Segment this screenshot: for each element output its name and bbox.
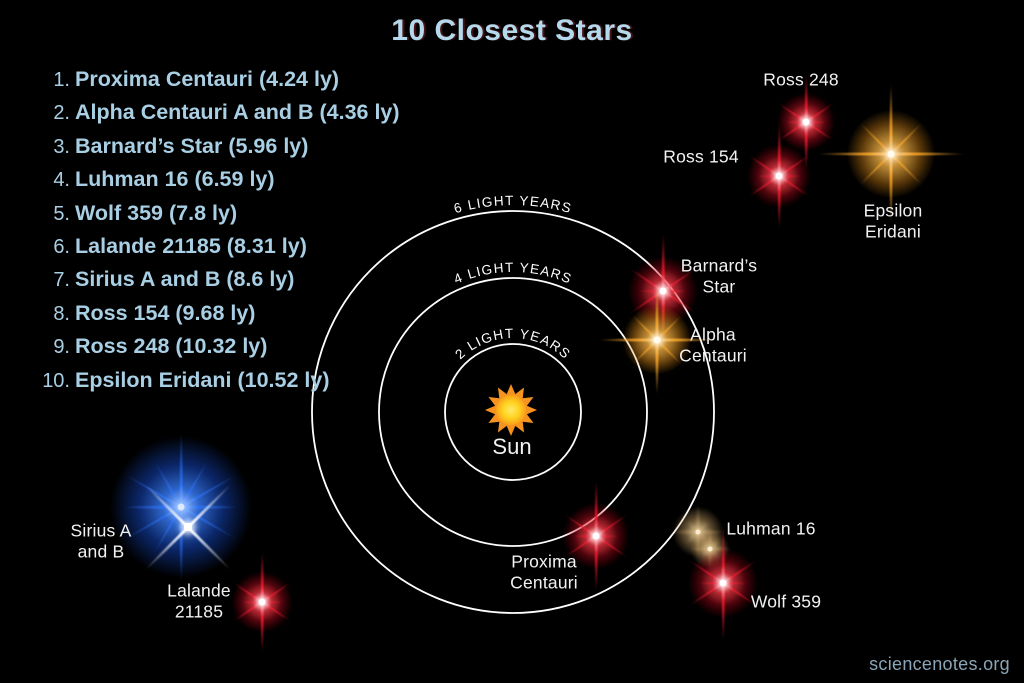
star-label-luhman-16-a: Luhman 16: [726, 518, 815, 539]
star-label-line: Alpha: [690, 324, 736, 345]
list-item-name: Barnard’s Star (5.96 ly): [75, 133, 309, 158]
star-core: [177, 503, 185, 511]
list-item: 5. Wolf 359 (7.8 ly): [24, 201, 400, 234]
star-label-line: Ross 248: [763, 69, 839, 90]
star-core: [719, 579, 727, 587]
sun-label: Sun: [492, 434, 532, 459]
star-label-proxima-centauri: Proxima Centauri: [510, 552, 578, 595]
list-item-number: 1.: [53, 69, 70, 91]
star-core: [802, 118, 810, 126]
list-item-name: Proxima Centauri (4.24 ly): [75, 67, 340, 91]
star-core: [775, 172, 783, 180]
page-title: 10 Closest Stars: [391, 14, 633, 47]
list-item-number: 10.: [42, 369, 70, 392]
ring-label: 4 LIGHT YEARS: [452, 260, 575, 287]
list-item-number: 7.: [53, 269, 70, 292]
star-label-lalande-21185: Lalande 21185: [167, 581, 231, 624]
ring-0: [444, 343, 582, 481]
list-item-name: Ross 154 (9.68 ly): [75, 300, 256, 325]
star-core: [592, 532, 600, 540]
star-cross-core: [184, 523, 192, 531]
star-core: [653, 336, 661, 344]
star-label-ross-248: Ross 248: [763, 69, 839, 90]
list-item: 1. Proxima Centauri (4.24 ly): [24, 67, 400, 100]
star-label-epsilon-eridani: Epsilon Eridani: [864, 201, 923, 244]
star-list: 1. Proxima Centauri (4.24 ly) 2. Alpha Cent…: [24, 67, 400, 401]
list-item-name: Alpha Centauri A and B (4.36 ly): [75, 100, 400, 125]
star-label-line: Sirius A: [70, 520, 132, 541]
list-item: 3. Barnard’s Star (5.96 ly): [24, 134, 400, 167]
star-label-wolf-359: Wolf 359: [751, 591, 821, 612]
list-item-number: 8.: [53, 302, 70, 325]
ring-2: [311, 210, 715, 614]
list-item: 2. Alpha Centauri A and B (4.36 ly): [24, 100, 400, 133]
star-label-line: Proxima: [511, 551, 577, 572]
star-label-line: and B: [77, 542, 125, 562]
star-label-line: Centauri: [510, 573, 578, 593]
star-label-line: Barnard’s: [680, 255, 758, 276]
list-item-number: 3.: [53, 135, 70, 158]
star-core: [707, 546, 713, 552]
star-label-line: Ross 154: [663, 146, 739, 167]
ring-label-text: 4 LIGHT YEARS: [452, 260, 573, 287]
list-item: 8. Ross 154 (9.68 ly): [24, 301, 400, 334]
star-label-line: Eridani: [865, 222, 921, 242]
list-item-number: 6.: [53, 235, 70, 258]
watermark: sciencenotes.org: [869, 654, 1010, 674]
star-label-line: Lalande: [167, 580, 231, 601]
star-core: [258, 598, 266, 606]
star-label-ross-154: Ross 154: [663, 146, 739, 167]
list-item: 6. Lalande 21185 (8.31 ly): [24, 234, 400, 267]
ring-label: 6 LIGHT YEARS: [452, 193, 574, 216]
list-item-name: Lalande 21185 (8.31 ly): [75, 233, 307, 258]
list-item-name: Epsilon Eridani (10.52 ly): [75, 367, 330, 392]
list-item-number: 9.: [53, 336, 70, 359]
list-item-name: Wolf 359 (7.8 ly): [75, 200, 238, 225]
list-item-name: Sirius A and B (8.6 ly): [75, 267, 295, 292]
list-item-number: 5.: [53, 202, 70, 225]
star-label-barnards-star: Barnard’s Star: [681, 256, 757, 299]
list-item: 9. Ross 248 (10.32 ly): [24, 334, 400, 367]
star-label-line: Luhman 16: [726, 518, 816, 539]
star-label-line: Centauri: [679, 346, 747, 366]
star-label-line: 21185: [174, 602, 224, 622]
star-core: [659, 287, 667, 295]
list-item-name: Luhman 16 (6.59 ly): [75, 167, 275, 192]
list-item: 7. Sirius A and B (8.6 ly): [24, 267, 400, 300]
list-item-name: Ross 248 (10.32 ly): [75, 334, 268, 359]
star-label-alpha-centauri: Alpha Centauri: [679, 325, 747, 368]
ring-label-text: 6 LIGHT YEARS: [452, 193, 572, 216]
list-item: 10. Epsilon Eridani (10.52 ly): [24, 368, 400, 401]
star-core: [887, 150, 895, 158]
ring-1: [378, 277, 648, 547]
star-label-line: Star: [702, 277, 736, 297]
list-item: 4. Luhman 16 (6.59 ly): [24, 167, 400, 200]
list-item-number: 4.: [53, 169, 70, 192]
star-label-line: Epsilon: [863, 200, 923, 221]
sun-disc-icon: [496, 395, 526, 425]
star-label-line: Wolf 359: [750, 591, 822, 612]
list-item-number: 2.: [53, 102, 70, 125]
